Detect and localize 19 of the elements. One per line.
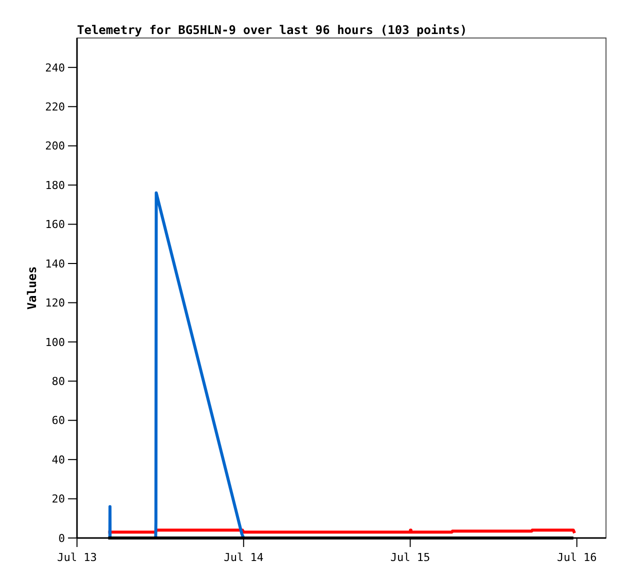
x-tick-label: Jul 16 xyxy=(556,551,597,564)
y-axis-title: Values xyxy=(25,266,39,310)
x-tick-label: Jul 14 xyxy=(224,551,264,564)
x-tick-label: Jul 13 xyxy=(57,551,97,564)
x-tick-label: Jul 15 xyxy=(390,551,430,564)
y-tick-label: 220 xyxy=(45,100,65,114)
y-tick-label: 180 xyxy=(45,178,65,192)
y-tick-label: 120 xyxy=(45,296,65,310)
y-tick-label: 240 xyxy=(45,61,65,74)
y-tick-label: 160 xyxy=(45,218,65,232)
chart-title: Telemetry for BG5HLN-9 over last 96 hours (103 points) xyxy=(77,23,468,37)
y-tick-label: 140 xyxy=(45,257,65,270)
y-tick-label: 0 xyxy=(58,532,65,545)
y-tick-label: 60 xyxy=(52,414,65,428)
y-tick-label: 80 xyxy=(52,374,65,388)
y-tick-label: 20 xyxy=(52,492,65,506)
y-tick-label: 100 xyxy=(45,336,65,349)
y-tick-label: 200 xyxy=(45,140,65,153)
y-tick-label: 40 xyxy=(52,453,65,466)
